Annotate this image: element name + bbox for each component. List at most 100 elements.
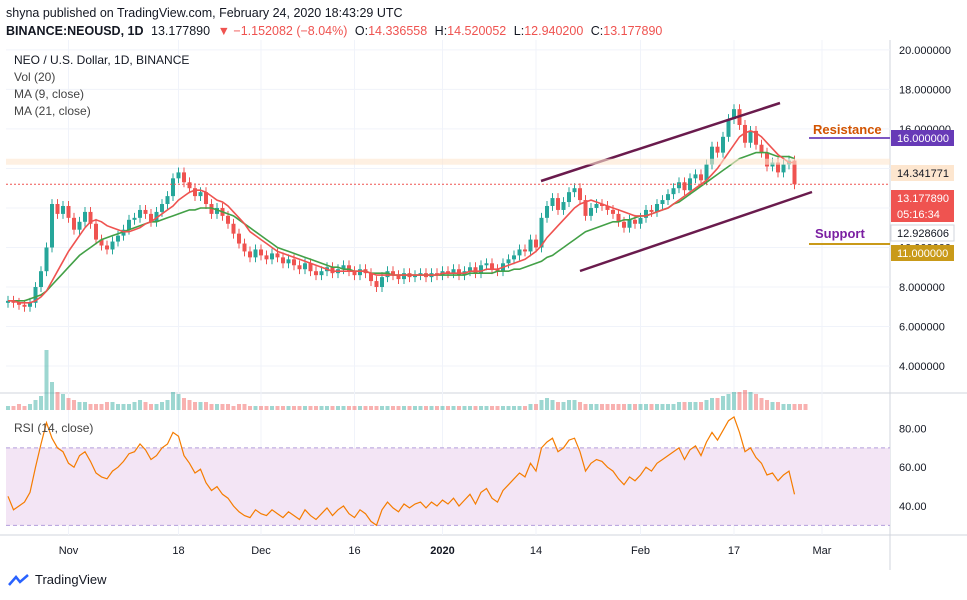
volume-bar (77, 402, 82, 410)
volume-bar (138, 400, 142, 410)
candle-body (776, 162, 780, 173)
legend-title: NEO / U.S. Dollar, 1D, BINANCE (14, 53, 189, 67)
candle-body (11, 300, 16, 303)
volume-bar (352, 406, 357, 410)
candle-body (39, 271, 43, 288)
volume-bar (506, 406, 511, 410)
tradingview-footer[interactable]: TradingView (8, 572, 107, 587)
volume-bar (209, 404, 214, 410)
footer-brand: TradingView (35, 572, 107, 587)
volume-bar (242, 404, 247, 410)
candle-body (149, 213, 153, 222)
candle-body (88, 211, 93, 224)
volume-bar (165, 400, 170, 410)
candle-body (171, 178, 175, 197)
price-tag-box (891, 206, 954, 222)
candle-body (418, 273, 423, 276)
open-value: 14.336558 (368, 24, 428, 38)
candle-body (600, 204, 604, 206)
volume-bar (176, 394, 181, 410)
price-tag-text: 11.000000 (897, 248, 948, 260)
candle-body (182, 172, 186, 183)
candle-body (512, 255, 516, 260)
volume-bar (132, 402, 137, 410)
volume-bar (715, 398, 720, 410)
candle-body (264, 255, 269, 260)
candle-body (545, 205, 549, 218)
price-tag-box (891, 130, 954, 146)
candle-body (72, 217, 76, 230)
volume-bar (6, 406, 10, 410)
candle-body (17, 302, 21, 305)
volume-bar (462, 406, 467, 410)
candle-body (61, 205, 65, 214)
volume-bar (451, 406, 456, 410)
volume-bar (770, 402, 775, 410)
volume-bar (231, 406, 236, 410)
volume-bar (413, 406, 417, 410)
volume-bar (550, 400, 555, 410)
rsi-band (6, 447, 890, 526)
candle-body (204, 192, 208, 205)
volume-bar (121, 404, 126, 410)
volume-bar (154, 404, 159, 410)
candle-body (396, 275, 401, 280)
candle-body (116, 235, 120, 242)
candle-body (732, 109, 736, 120)
price-tag-text: 13.177890 (897, 193, 949, 205)
volume-bar (792, 404, 797, 410)
candle-body (594, 204, 599, 208)
price-tick-label: 20.000000 (899, 45, 951, 57)
volume-bar (17, 404, 21, 410)
candle-body (347, 265, 351, 272)
rsi-series (7, 415, 796, 527)
volume-bar (341, 406, 346, 410)
candle-body (275, 253, 280, 258)
candle-body (138, 209, 142, 218)
volume-bar (528, 404, 533, 410)
volume-bar (622, 404, 626, 410)
volume-bar (424, 406, 428, 410)
volume-bar (600, 404, 604, 410)
channel-upper-line (540, 101, 781, 183)
volume-bar (72, 400, 76, 410)
volume-bar (776, 402, 780, 410)
volume-bar (512, 406, 516, 410)
low-label: L: (513, 24, 525, 38)
volume-bar (149, 404, 153, 410)
volume-bar (248, 406, 252, 410)
volume-bar (748, 392, 753, 410)
candle-body (237, 233, 241, 244)
trading-chart[interactable]: 20.00000018.00000016.00000014.00000012.0… (0, 40, 967, 570)
volume-bar (446, 406, 450, 410)
volume-bar (671, 404, 676, 410)
candle-body (528, 239, 533, 252)
candle-body (479, 265, 483, 274)
candle-body (666, 194, 670, 201)
candle-body (578, 188, 582, 201)
candles[interactable] (6, 104, 797, 312)
time-axis[interactable]: Nov 18 Dec 16 2020 14 Feb 17 Mar (59, 545, 832, 557)
candle-body (534, 239, 538, 248)
volume-bar (545, 398, 549, 410)
volume-bar (297, 406, 302, 410)
price-axis[interactable]: 20.00000018.00000016.00000014.00000012.0… (890, 45, 955, 513)
volume-bar (193, 402, 197, 410)
legend-ma21: MA (21, close) (14, 104, 91, 118)
volume-bar (28, 404, 32, 410)
candle-body (677, 182, 681, 189)
candle-body (77, 221, 82, 230)
volume-bar (292, 406, 296, 410)
candle-body (693, 174, 698, 179)
candle-body (187, 182, 192, 189)
volume-bar (611, 404, 615, 410)
candle-body (308, 263, 313, 272)
volume-bar (160, 402, 164, 410)
volume-bar (380, 406, 384, 410)
candle-body (484, 263, 489, 266)
publish-info: shyna published on TradingView.com, Febr… (6, 6, 403, 20)
low-value: 12.940200 (524, 24, 584, 38)
volume-bar (578, 402, 582, 410)
time-tick-label: 17 (728, 545, 740, 557)
volume-bar (66, 398, 71, 410)
